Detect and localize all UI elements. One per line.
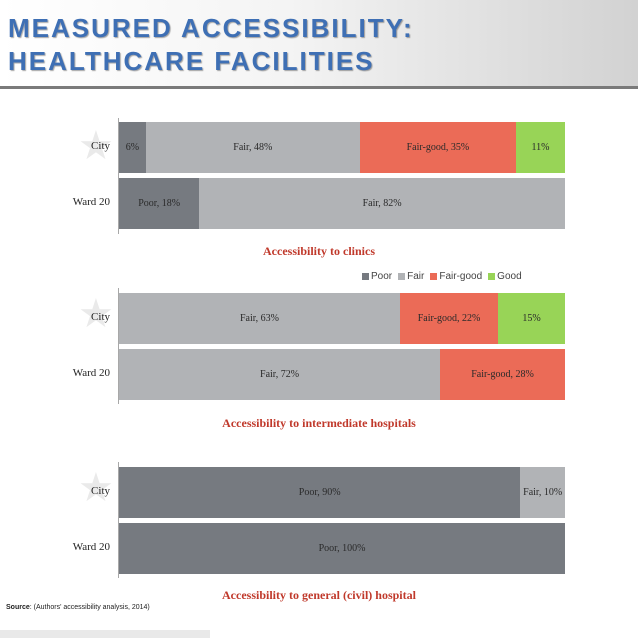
bar-segment-fair: Fair, 48% [145, 122, 360, 173]
bar-segment-good: 15% [498, 293, 565, 344]
bar-segment-fair: Fair, 63% [119, 293, 400, 344]
bar-row-city: Fair, 63% Fair-good, 22% 15% [119, 293, 565, 344]
chart-title: Accessibility to clinics [263, 244, 375, 258]
legend-item-good: Good [488, 270, 522, 282]
header-banner: MEASURED ACCESSIBILITY: HEALTHCARE FACIL… [0, 0, 638, 89]
bar-row-ward-20: Poor, 100% [119, 523, 565, 574]
page-title-line-1: MEASURED ACCESSIBILITY: [8, 13, 414, 43]
general-hospital-chart: ★ City Ward 20 Poor, 90% Fair, 10% Poor, … [0, 456, 638, 616]
source-label: Source [6, 604, 30, 611]
legend-item-fair-good: Fair-good [430, 271, 482, 282]
bar-segment-good: 11% [515, 122, 565, 173]
data-label: Fair, 10% [523, 487, 563, 498]
chart-legend: Poor Fair Fair-good Good [362, 270, 522, 282]
page-title: MEASURED ACCESSIBILITY: HEALTHCARE FACIL… [8, 12, 414, 78]
star-decoration-icon: ★ [78, 465, 114, 511]
data-label: Fair, 48% [233, 142, 273, 153]
legend-item-fair: Fair [398, 271, 424, 282]
row-label-city: City [91, 311, 110, 323]
data-label: 11% [531, 142, 550, 153]
chart-title: Accessibility to intermediate hospitals [222, 416, 416, 430]
legend-label: Fair [407, 270, 425, 282]
data-label: Fair, 63% [239, 313, 279, 324]
data-label: Fair-good, 35% [406, 142, 470, 153]
data-label: Poor, 18% [138, 198, 181, 209]
data-label: 15% [522, 313, 541, 324]
row-label-ward-20: Ward 20 [72, 367, 110, 379]
intermediate-hospitals-chart: ★ City Ward 20 Fair, 63% Fair-good, 22% 15… [0, 282, 638, 442]
source-note: Source: (Authors' accessibility analysis… [6, 604, 150, 611]
bar-segment-poor: Poor, 100% [119, 523, 565, 574]
legend-item-poor: Poor [362, 271, 392, 282]
data-label: Poor, 90% [298, 487, 341, 498]
data-label: Fair-good, 22% [417, 313, 481, 324]
data-label: 6% [125, 142, 140, 153]
chart-axis-line [118, 118, 119, 234]
bar-segment-fair: Fair, 82% [199, 178, 565, 229]
bar-row-ward-20: Fair, 72% Fair-good, 28% [119, 349, 565, 400]
star-decoration-icon: ★ [78, 123, 114, 169]
row-label-ward-20: Ward 20 [72, 541, 110, 553]
footer-divider [0, 630, 210, 638]
legend-swatch [398, 272, 406, 280]
bar-segment-fair-good: Fair-good, 22% [399, 293, 499, 344]
bar-row-city: 6% Fair, 48% Fair-good, 35% 11% [119, 122, 565, 173]
source-text: : (Authors' accessibility analysis, 2014… [29, 604, 150, 611]
bar-segment-fair-good: Fair-good, 28% [440, 349, 565, 400]
bar-segment-fair-good: Fair-good, 35% [359, 122, 516, 173]
chart-title: Accessibility to general (civil) hospita… [222, 588, 416, 602]
bar-row-city: Poor, 90% Fair, 10% [119, 467, 565, 518]
data-label: Fair, 82% [362, 198, 402, 209]
legend-label: Good [497, 270, 522, 282]
bar-segment-poor: 6% [119, 122, 146, 173]
bar-segment-fair: Fair, 10% [520, 467, 565, 518]
row-label-ward-20: Ward 20 [72, 196, 110, 208]
row-label-city: City [91, 485, 110, 497]
bar-row-ward-20: Poor, 18% Fair, 82% [119, 178, 565, 229]
data-label: Fair, 72% [260, 369, 300, 380]
clinics-chart: ★ City Ward 20 6% Fair, 48% Fair-good, 35%… [0, 112, 638, 272]
legend-swatch [362, 272, 369, 280]
data-label: Fair-good, 28% [471, 369, 534, 380]
legend-label: Poor [371, 270, 393, 282]
header-divider [0, 86, 638, 89]
page-title-line-2: HEALTHCARE FACILITIES [8, 46, 375, 76]
bar-segment-poor: Poor, 90% [119, 467, 521, 518]
chart-axis-line [118, 462, 119, 578]
data-label: Poor, 100% [318, 543, 366, 554]
bar-segment-fair: Fair, 72% [119, 349, 441, 400]
legend-label: Fair-good [439, 270, 483, 282]
bar-segment-poor: Poor, 18% [119, 178, 200, 229]
star-decoration-icon: ★ [78, 291, 114, 337]
legend-swatch [430, 272, 438, 280]
chart-axis-line [118, 288, 119, 404]
row-label-city: City [91, 140, 110, 152]
legend-swatch [488, 272, 496, 280]
